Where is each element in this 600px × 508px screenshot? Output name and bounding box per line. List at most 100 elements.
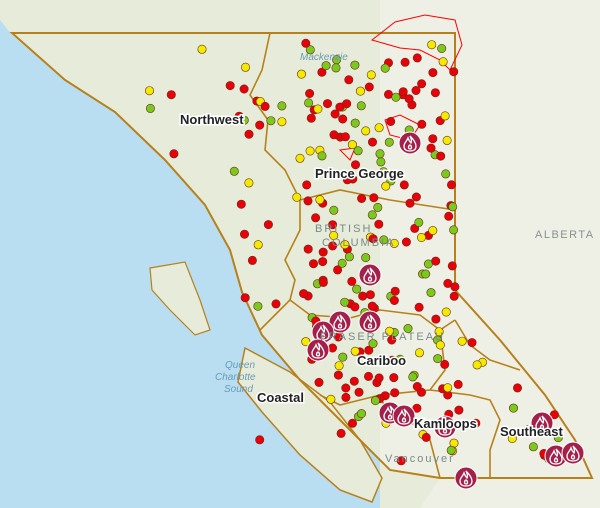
fire-point-being-held[interactable] [384, 326, 394, 336]
fire-point-out-of-control[interactable] [303, 244, 313, 254]
fire-point-under-control[interactable] [376, 157, 386, 167]
fire-point-being-held[interactable] [241, 62, 251, 72]
fire-point-out-of-control[interactable] [299, 289, 309, 299]
fire-point-under-control[interactable] [253, 301, 263, 311]
fire-point-out-of-control[interactable] [341, 383, 351, 393]
fire-point-out-of-control[interactable] [363, 371, 373, 381]
fire-point-being-held[interactable] [427, 40, 437, 50]
fire-point-under-control[interactable] [317, 151, 327, 161]
fire-point-being-held[interactable] [313, 104, 323, 114]
fire-point-out-of-control[interactable] [333, 370, 343, 380]
fire-point-under-control[interactable] [523, 425, 533, 435]
fire-point-under-control[interactable] [266, 116, 276, 126]
fire-point-being-held[interactable] [305, 146, 315, 156]
fire-point-out-of-control[interactable] [322, 99, 332, 109]
fire-point-out-of-control[interactable] [450, 282, 460, 292]
fire-point-under-control[interactable] [448, 202, 458, 212]
fire-point-out-of-control[interactable] [340, 132, 350, 142]
fire-of-note-icon[interactable] [530, 411, 554, 435]
fire-point-being-held[interactable] [329, 231, 339, 241]
fire-point-out-of-control[interactable] [350, 160, 360, 170]
fire-of-note-icon[interactable] [561, 441, 585, 465]
fire-point-out-of-control[interactable] [387, 335, 397, 345]
fire-point-being-held[interactable] [389, 238, 399, 248]
fire-point-being-held[interactable] [301, 337, 311, 347]
fire-point-under-control[interactable] [528, 442, 538, 452]
fire-point-being-held[interactable] [442, 135, 452, 145]
fire-point-out-of-control[interactable] [302, 180, 312, 190]
fire-point-out-of-control[interactable] [431, 256, 441, 266]
fire-point-out-of-control[interactable] [389, 373, 399, 383]
fire-point-out-of-control[interactable] [318, 257, 328, 267]
fire-point-being-held[interactable] [366, 70, 376, 80]
fire-point-under-control[interactable] [353, 146, 363, 156]
fire-point-out-of-control[interactable] [436, 151, 446, 161]
fire-point-under-control[interactable] [370, 396, 380, 406]
fire-point-out-of-control[interactable] [336, 428, 346, 438]
fire-point-out-of-control[interactable] [374, 373, 384, 383]
fire-point-out-of-control[interactable] [412, 53, 422, 63]
fire-point-being-held[interactable] [416, 233, 426, 243]
fire-point-out-of-control[interactable] [453, 379, 463, 389]
fire-point-out-of-control[interactable] [367, 137, 377, 147]
fire-point-out-of-control[interactable] [412, 403, 422, 413]
fire-point-out-of-control[interactable] [440, 359, 450, 369]
fire-point-out-of-control[interactable] [364, 82, 374, 92]
fire-of-note-icon[interactable] [392, 404, 416, 428]
fire-point-being-held[interactable] [428, 226, 438, 236]
fire-point-under-control[interactable] [373, 202, 383, 212]
fire-point-being-held[interactable] [326, 394, 336, 404]
fire-of-note-icon[interactable] [306, 338, 330, 362]
fire-point-out-of-control[interactable] [342, 175, 352, 185]
fire-point-under-control[interactable] [441, 169, 451, 179]
fire-point-being-held[interactable] [244, 178, 254, 188]
fire-point-out-of-control[interactable] [240, 229, 250, 239]
fire-point-out-of-control[interactable] [347, 276, 357, 286]
fire-point-being-held[interactable] [277, 117, 287, 127]
fire-point-out-of-control[interactable] [390, 286, 400, 296]
fire-point-out-of-control[interactable] [341, 392, 351, 402]
fire-of-note-icon[interactable] [358, 310, 382, 334]
fire-point-out-of-control[interactable] [314, 377, 324, 387]
fire-point-out-of-control[interactable] [240, 293, 250, 303]
fire-point-out-of-control[interactable] [255, 120, 265, 130]
fire-point-being-held[interactable] [315, 195, 325, 205]
fire-point-out-of-control[interactable] [318, 247, 328, 257]
fire-point-out-of-control[interactable] [328, 241, 338, 251]
fire-point-under-control[interactable] [277, 101, 287, 111]
fire-point-out-of-control[interactable] [301, 38, 311, 48]
fire-point-being-held[interactable] [414, 348, 424, 358]
fire-point-out-of-control[interactable] [166, 90, 176, 100]
fire-point-under-control[interactable] [344, 252, 354, 262]
fire-point-out-of-control[interactable] [368, 234, 378, 244]
fire-point-out-of-control[interactable] [271, 299, 281, 309]
fire-point-under-control[interactable] [437, 43, 447, 53]
fire-point-out-of-control[interactable] [365, 290, 375, 300]
fire-point-out-of-control[interactable] [398, 87, 408, 97]
fire-point-out-of-control[interactable] [335, 102, 345, 112]
fire-point-out-of-control[interactable] [327, 343, 337, 353]
fire-point-under-control[interactable] [367, 210, 377, 220]
fire-of-note-icon[interactable] [328, 310, 352, 334]
fire-point-out-of-control[interactable] [428, 134, 438, 144]
fire-point-under-control[interactable] [352, 284, 362, 294]
fire-point-out-of-control[interactable] [369, 193, 379, 203]
fire-point-out-of-control[interactable] [328, 220, 338, 230]
fire-point-out-of-control[interactable] [399, 180, 409, 190]
fire-point-being-held[interactable] [457, 336, 467, 346]
fire-point-under-control[interactable] [408, 372, 418, 382]
fire-point-out-of-control[interactable] [255, 435, 265, 445]
fire-point-under-control[interactable] [361, 253, 371, 263]
fire-point-under-control[interactable] [379, 235, 389, 245]
fire-point-out-of-control[interactable] [263, 220, 273, 230]
fire-point-out-of-control[interactable] [414, 302, 424, 312]
fire-point-out-of-control[interactable] [389, 295, 399, 305]
fire-point-out-of-control[interactable] [308, 259, 318, 269]
fire-point-out-of-control[interactable] [411, 192, 421, 202]
fire-point-out-of-control[interactable] [344, 75, 354, 85]
fire-point-being-held[interactable] [355, 86, 365, 96]
fire-point-out-of-control[interactable] [329, 130, 339, 140]
fire-point-under-control[interactable] [391, 92, 401, 102]
fire-point-being-held[interactable] [292, 192, 302, 202]
fire-point-being-held[interactable] [295, 153, 305, 163]
